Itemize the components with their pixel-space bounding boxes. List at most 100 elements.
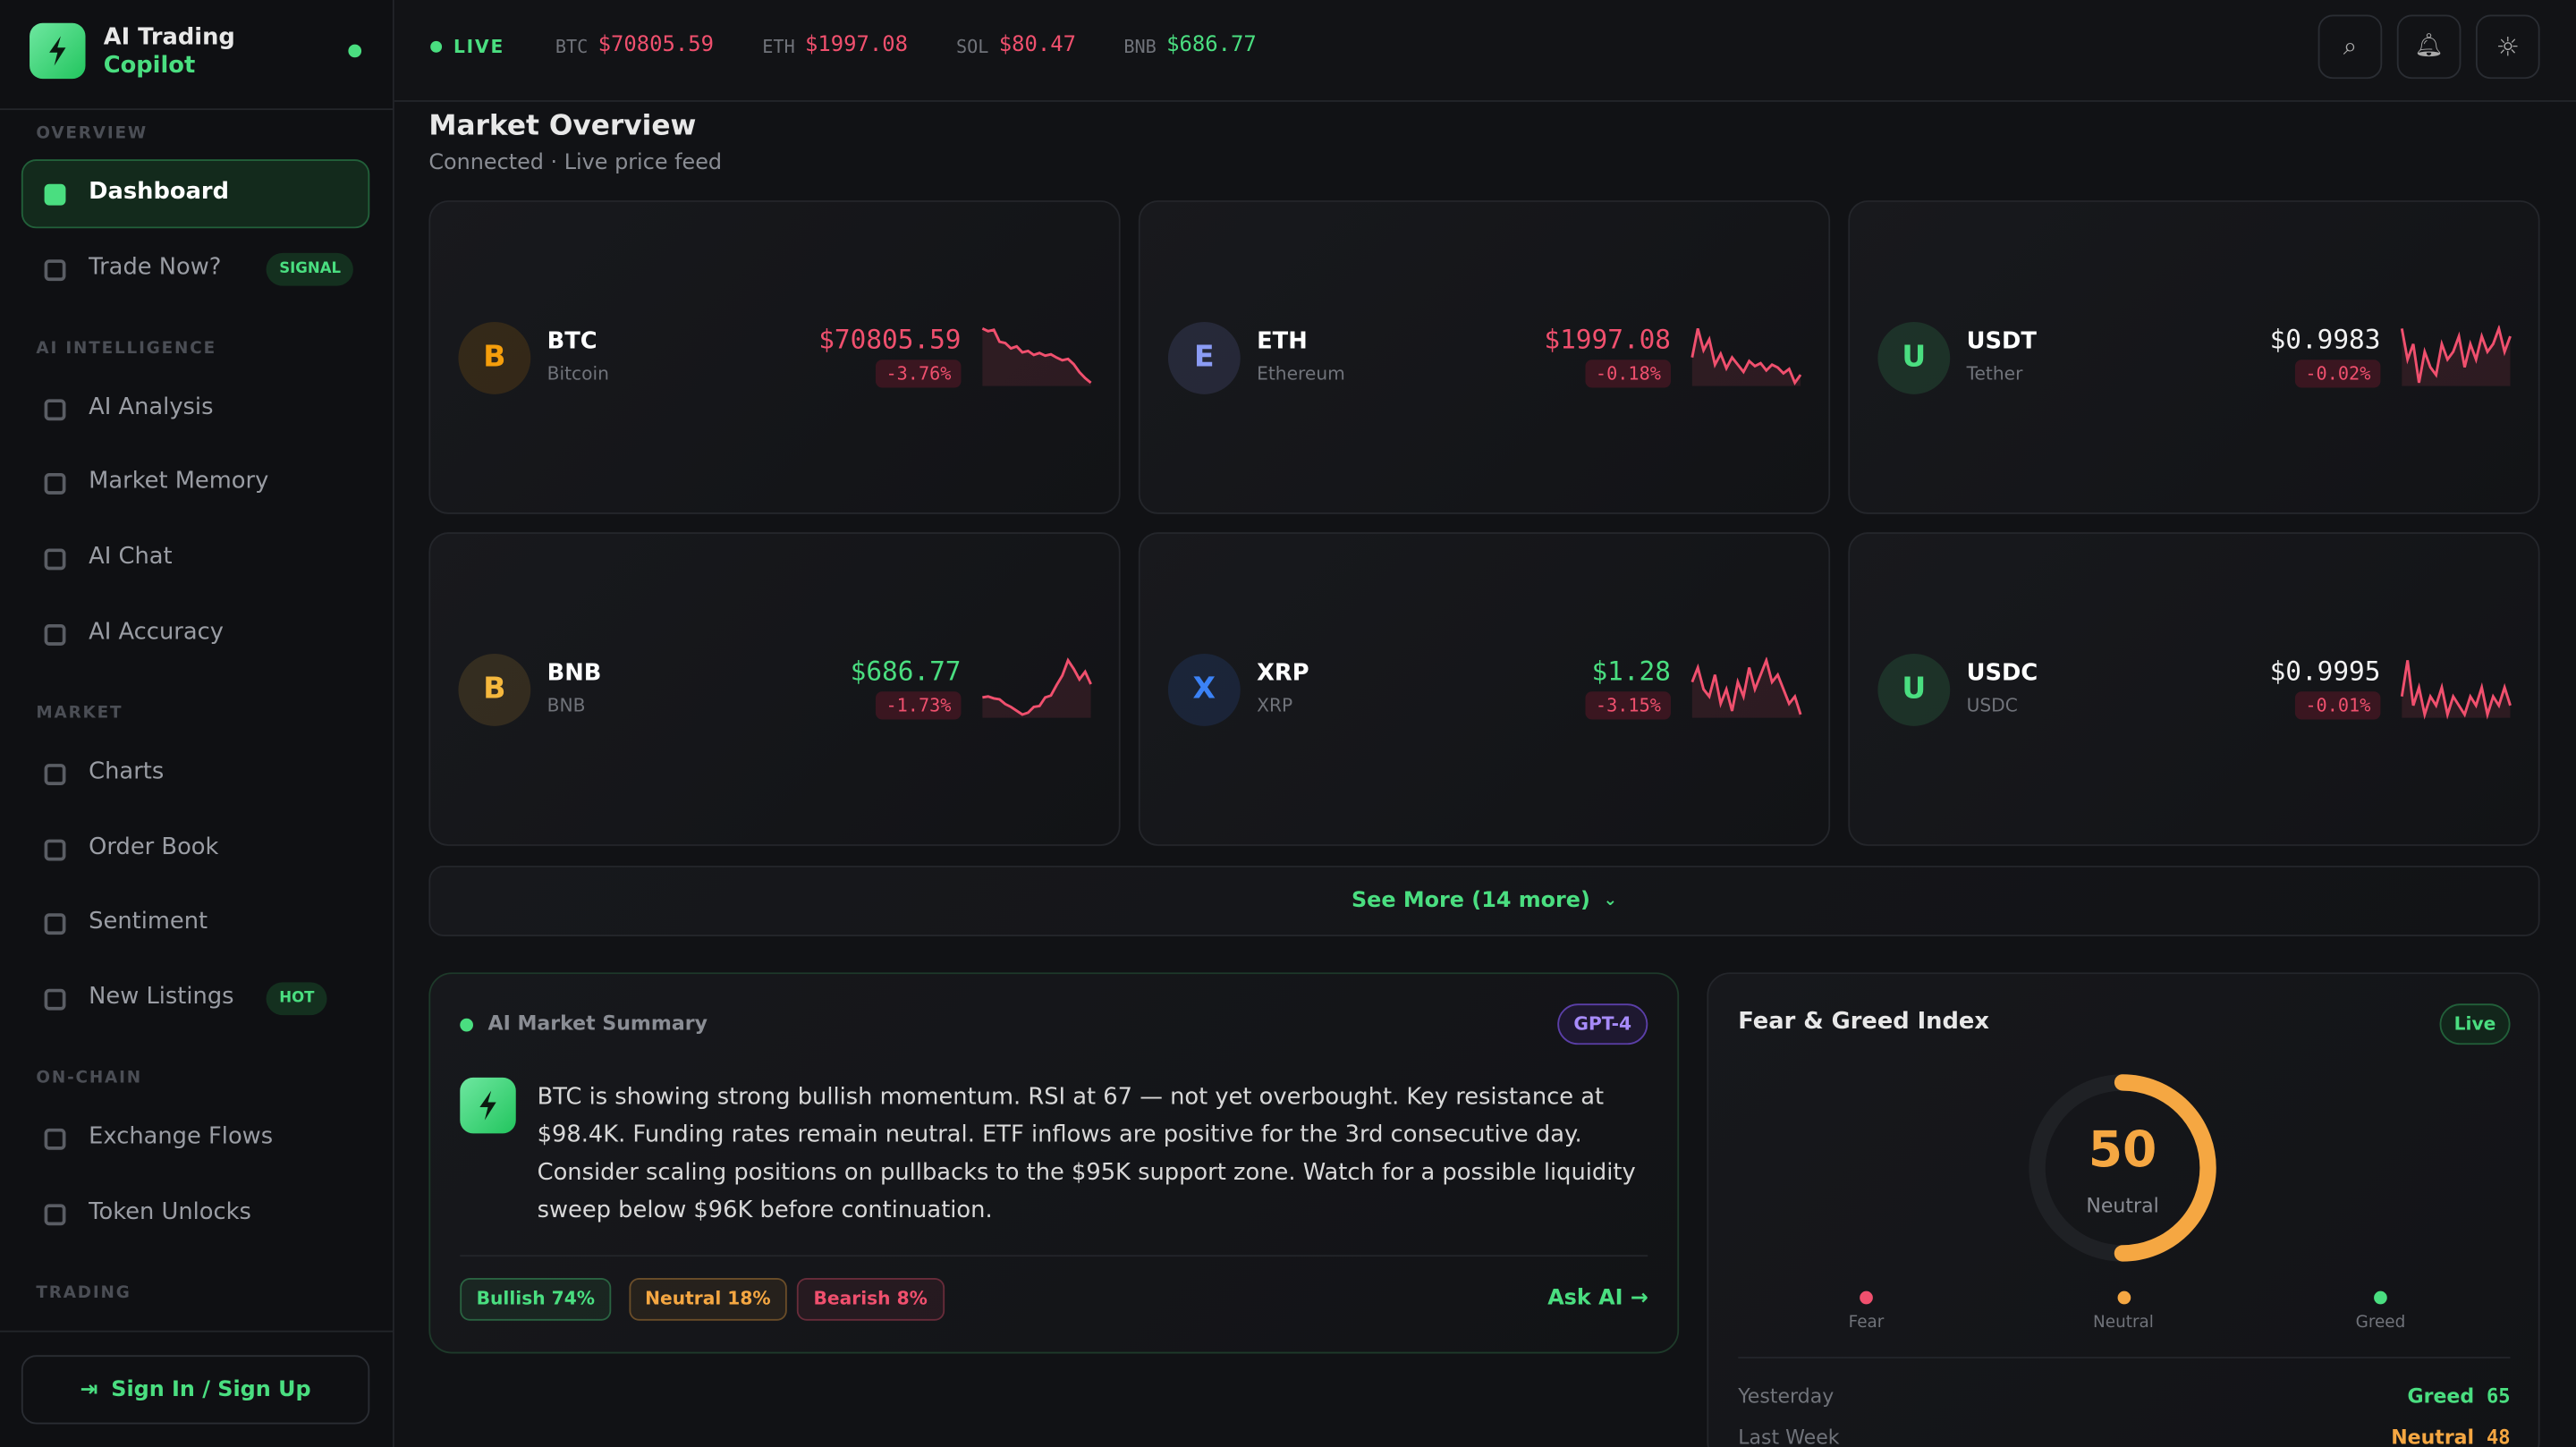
nav-icon: [44, 473, 66, 495]
page-title: Market Overview: [428, 110, 697, 143]
brand-title: AI Trading: [103, 24, 235, 51]
coin-price: $70805.59: [818, 323, 962, 355]
scale-label: Fear: [1848, 1314, 1885, 1333]
sentiment-tag: Neutral 18%: [628, 1277, 788, 1321]
ticker-price: $686.77: [1166, 32, 1257, 58]
coin-symbol: USDC: [1966, 660, 2038, 687]
ask-ai-label: Ask AI: [1547, 1286, 1623, 1311]
sparkline: [1690, 327, 1802, 386]
gauge-arc: [2029, 1074, 2216, 1262]
notifications-button[interactable]: 🔔︎: [2396, 14, 2462, 80]
nav-section: ON-CHAIN: [36, 1069, 142, 1087]
coin-name: USDC: [1966, 694, 2018, 716]
nav-item[interactable]: Market Memory: [89, 469, 269, 495]
coin-card[interactable]: [428, 532, 1121, 846]
nav-icon: [44, 258, 66, 281]
divider: [0, 108, 393, 111]
nav-icon: [44, 623, 66, 646]
coin-card[interactable]: [1138, 200, 1831, 514]
topbar: [394, 0, 2576, 102]
summary-panel: [428, 972, 1680, 1354]
nav-item[interactable]: Token Unlocks: [89, 1198, 251, 1225]
sparkline-area: [1691, 660, 1801, 718]
coin-icon: B: [458, 322, 531, 394]
coin-icon: X: [1167, 654, 1241, 726]
coin-change: -0.18%: [1585, 360, 1671, 388]
coin-card[interactable]: [1138, 532, 1831, 846]
nav-item[interactable]: Sentiment: [89, 909, 208, 935]
sparkline: [982, 657, 1092, 718]
ticker-symbol: BTC: [555, 36, 589, 58]
fear-greed-panel: [1707, 972, 2540, 1447]
coin-name: Tether: [1966, 362, 2023, 385]
summary-title: AI Market Summary: [487, 1011, 708, 1036]
nav-section: TRADING: [36, 1283, 131, 1302]
coin-price: $0.9983: [2269, 323, 2381, 355]
history-label: Neutral: [2391, 1426, 2475, 1447]
nav-item[interactable]: Dashboard: [89, 179, 230, 206]
nav-badge: HOT: [266, 982, 328, 1015]
status-dot: [348, 44, 362, 58]
gauge-value: 50: [2088, 1121, 2157, 1180]
nav-section: AI INTELLIGENCE: [36, 339, 216, 358]
scale-dot: [2374, 1290, 2387, 1305]
nav-icon: [44, 988, 66, 1011]
nav-item[interactable]: New Listings: [89, 984, 234, 1011]
nav-icon: [44, 913, 66, 935]
sidebar: [0, 0, 394, 1447]
gauge-label: Neutral: [2086, 1194, 2159, 1218]
divider: [460, 1255, 1648, 1257]
coin-name: Bitcoin: [547, 362, 609, 385]
nav-item[interactable]: Exchange Flows: [89, 1123, 274, 1150]
divider: [0, 1330, 393, 1333]
coin-name: XRP: [1257, 694, 1293, 716]
history-period: Yesterday: [1738, 1384, 1835, 1409]
nav-item[interactable]: Order Book: [89, 834, 219, 860]
theme-button[interactable]: ☼: [2475, 14, 2540, 80]
nav-item[interactable]: AI Accuracy: [89, 619, 224, 646]
nav-icon: [44, 1128, 66, 1150]
coin-symbol: BTC: [547, 328, 597, 355]
nav-active-bg: [21, 159, 370, 229]
coin-name: Ethereum: [1257, 362, 1345, 385]
live-badge: Live: [2439, 1003, 2511, 1045]
sparkline-line: [1690, 327, 1802, 385]
nav-icon: [44, 183, 66, 206]
sign-in-button[interactable]: ⇥ Sign In / Sign Up: [21, 1355, 370, 1425]
page-subtitle: Connected · Live price feed: [428, 150, 723, 176]
gauge: [2029, 1074, 2216, 1262]
history-value: 48: [2486, 1426, 2511, 1447]
coin-change: -3.15%: [1585, 691, 1671, 720]
coin-card[interactable]: [1848, 532, 2540, 846]
nav-item[interactable]: Charts: [89, 758, 165, 785]
nav-item[interactable]: AI Analysis: [89, 393, 214, 420]
nav-icon: [44, 548, 66, 571]
ticker-price: $1997.08: [805, 32, 909, 58]
see-more-button[interactable]: See More (14 more) ⌄: [428, 865, 2540, 936]
coin-change: -1.73%: [876, 691, 962, 720]
scale-dot: [1860, 1290, 1873, 1305]
ticker-symbol: BNB: [1123, 36, 1157, 58]
history-value: 65: [2486, 1384, 2511, 1409]
fear-greed-title: Fear & Greed Index: [1738, 1008, 1989, 1036]
nav-section: MARKET: [36, 704, 123, 723]
coin-change: -0.01%: [2295, 691, 2381, 720]
sentiment-tag: Bullish 74%: [460, 1277, 612, 1321]
sparkline-line: [1690, 656, 1802, 715]
search-button[interactable]: ⌕: [2318, 14, 2383, 80]
nav-icon: [44, 1203, 66, 1225]
nav-item[interactable]: Trade Now?: [89, 254, 222, 281]
sparkline-line: [981, 327, 1092, 385]
scale-label: Neutral: [2093, 1314, 2154, 1333]
coin-icon: E: [1167, 322, 1241, 394]
brand-subtitle: Copilot: [103, 52, 196, 80]
summary-icon: [460, 1077, 516, 1134]
history-period: Last Week: [1738, 1426, 1840, 1447]
nav-icon: [44, 763, 66, 785]
divider: [1738, 1357, 2511, 1358]
ask-ai-button[interactable]: Ask AI →: [1547, 1286, 1648, 1311]
nav-item[interactable]: AI Chat: [89, 544, 173, 571]
coin-card[interactable]: [428, 200, 1121, 514]
see-more-label: See More (14 more): [1351, 888, 1590, 914]
